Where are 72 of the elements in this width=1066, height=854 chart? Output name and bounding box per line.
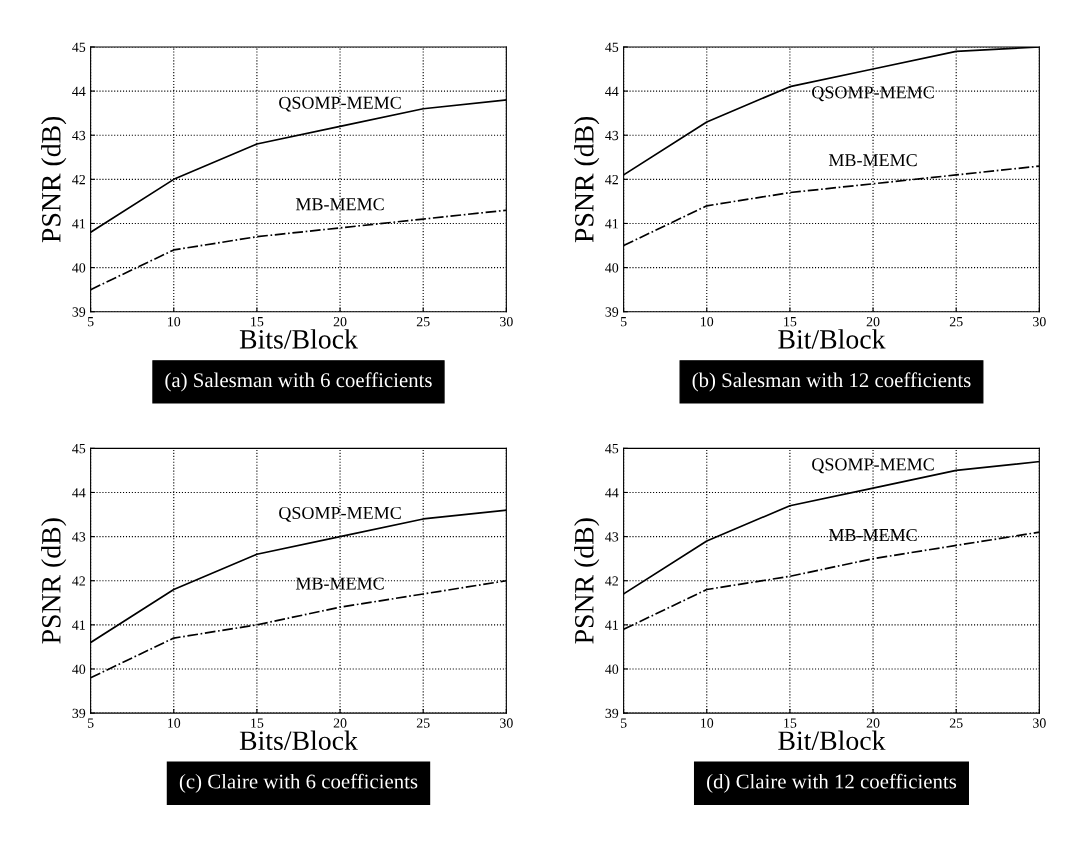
- x-axis-title: Bits/Block: [239, 730, 358, 751]
- x-axis-title: Bits/Block: [239, 329, 358, 349]
- series-label: MB-MEMC: [828, 528, 917, 542]
- y-tick-label: 45: [605, 444, 619, 454]
- x-tick-label: 10: [168, 718, 181, 728]
- y-tick-label: 44: [605, 488, 619, 498]
- x-axis-title: Bit/Block: [778, 730, 886, 751]
- series-label: QSOMP-MEMC: [812, 86, 934, 102]
- y-tick-label: 44: [72, 86, 86, 96]
- y-tick-label: 43: [72, 532, 86, 542]
- x-tick-label: 10: [168, 316, 181, 327]
- x-tick-label: 25: [949, 718, 963, 728]
- y-tick-label: 41: [72, 620, 85, 630]
- x-tick-label: 15: [784, 317, 797, 327]
- y-axis-title: PSNR (dB): [574, 116, 600, 243]
- x-axis-title: Bit/Block: [778, 329, 886, 349]
- text: (d) Claire with 12 coefficients: [707, 773, 957, 793]
- series-label: QSOMP-MEMC: [812, 458, 934, 474]
- y-tick-label: 43: [605, 532, 619, 542]
- text: (a) Salesman with 6 coefficients: [165, 372, 432, 392]
- x-tick-label: 25: [416, 317, 430, 327]
- x-tick-label: 15: [251, 718, 264, 728]
- y-tick-label: 39: [605, 307, 619, 317]
- x-tick-label: 30: [500, 718, 513, 728]
- y-tick-label: 41: [605, 219, 618, 229]
- y-tick-label: 42: [605, 576, 618, 586]
- y-tick-label: 40: [72, 664, 86, 674]
- y-tick-label: 45: [605, 42, 619, 52]
- x-tick-label: 30: [1033, 718, 1046, 728]
- y-tick-label: 39: [72, 708, 86, 719]
- y-tick-label: 42: [605, 174, 618, 185]
- y-tick-label: 39: [72, 307, 86, 317]
- y-tick-label: 42: [72, 174, 85, 185]
- y-tick-label: 43: [72, 130, 86, 141]
- x-tick-label: 25: [416, 718, 430, 728]
- x-tick-label: 15: [251, 317, 264, 327]
- series-label: MB-MEMC: [828, 154, 917, 167]
- y-axis-title: PSNR (dB): [574, 518, 600, 644]
- y-tick-label: 42: [72, 576, 85, 586]
- x-tick-label: 20: [333, 718, 347, 728]
- x-tick-label: 5: [620, 317, 627, 327]
- x-tick-label: 10: [701, 316, 714, 327]
- x-tick-label: 10: [701, 718, 714, 728]
- x-tick-label: 20: [866, 316, 880, 327]
- series-label: QSOMP-MEMC: [279, 506, 401, 522]
- x-tick-label: 20: [866, 718, 880, 728]
- y-tick-label: 44: [605, 86, 619, 96]
- y-tick-label: 45: [72, 42, 86, 52]
- x-tick-label: 5: [87, 718, 94, 728]
- x-tick-label: 30: [1033, 316, 1046, 327]
- x-tick-label: 20: [333, 316, 347, 327]
- text: (c) Claire with 6 coefficients: [179, 773, 418, 793]
- y-tick-label: 43: [605, 130, 619, 141]
- x-tick-label: 30: [500, 316, 513, 327]
- series-label: MB-MEMC: [295, 577, 384, 590]
- x-tick-label: 25: [949, 317, 963, 327]
- y-tick-label: 45: [72, 444, 86, 454]
- y-axis-title: PSNR (dB): [41, 116, 67, 243]
- y-tick-label: 40: [605, 664, 619, 674]
- y-tick-label: 44: [72, 488, 86, 498]
- series-label: QSOMP-MEMC: [279, 96, 401, 112]
- x-tick-label: 5: [620, 718, 627, 728]
- series-label: MB-MEMC: [295, 198, 384, 211]
- y-tick-label: 41: [72, 219, 85, 229]
- y-tick-label: 40: [605, 263, 619, 273]
- y-tick-label: 41: [605, 620, 618, 630]
- y-tick-label: 40: [72, 263, 86, 273]
- text: (b) Salesman with 12 coefficients: [692, 372, 971, 392]
- y-axis-title: PSNR (dB): [41, 518, 67, 644]
- x-tick-label: 15: [784, 718, 797, 728]
- x-tick-label: 5: [87, 317, 94, 327]
- y-tick-label: 39: [605, 708, 619, 719]
